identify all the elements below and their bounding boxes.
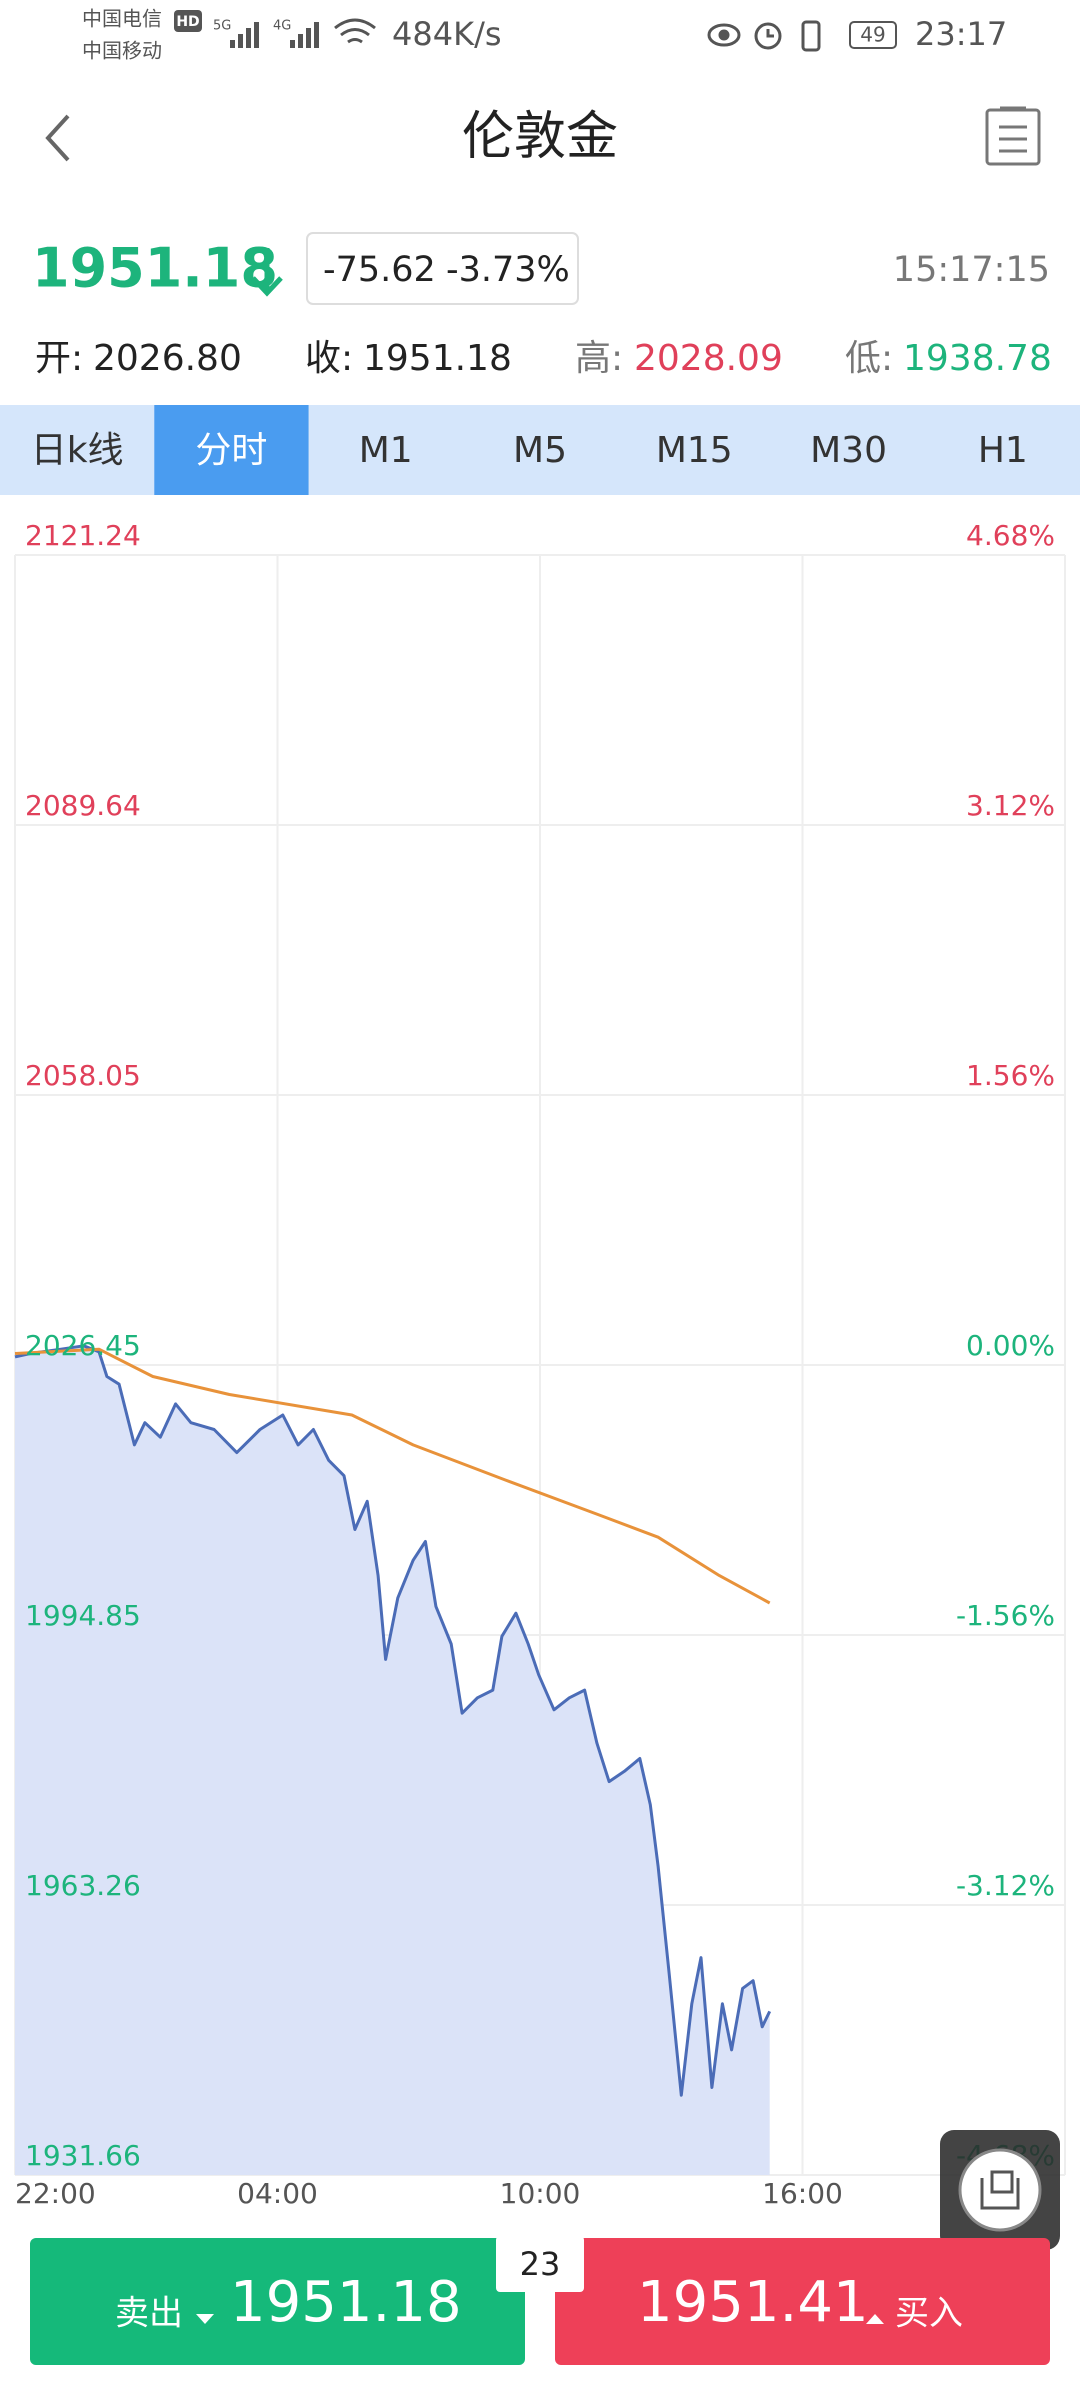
tab[interactable]: 分时 — [195, 430, 267, 471]
y2-tick-label: -3.12% — [956, 1869, 1055, 1902]
close-value: 1951.18 — [363, 338, 512, 379]
signal-label: 5G — [213, 19, 231, 34]
spread: 23 — [520, 2245, 561, 2283]
price-line — [14, 1344, 772, 2097]
y2-tick-label: 1.56% — [966, 1059, 1055, 1092]
x-tick-label: 10:00 — [500, 2177, 581, 2210]
page-title: 伦敦金 — [462, 107, 618, 167]
tab[interactable]: M5 — [513, 430, 567, 471]
battery — [849, 21, 897, 49]
sell-label: 卖出 — [115, 2294, 183, 2334]
sell-button[interactable] — [30, 2238, 525, 2365]
signal-icon — [290, 22, 319, 48]
change-pct: -3.73% — [446, 250, 570, 290]
float-icon — [958, 2148, 1042, 2232]
tabs: 日k线 分时 M1 M5 M15 M30 H1 — [31, 405, 1028, 495]
signal-label: 4G — [273, 19, 291, 34]
y-tick-label: 2026.45 — [25, 1329, 141, 1362]
close-label: 收: — [305, 338, 353, 379]
quote-time: 15:17:15 — [893, 250, 1050, 290]
tab[interactable]: M30 — [810, 430, 887, 471]
spread-box — [496, 2236, 584, 2292]
low-label: 低: — [845, 338, 893, 379]
tab[interactable]: M1 — [359, 430, 413, 471]
buy-price: 1951.41 — [637, 2270, 869, 2335]
hd-label: HD — [176, 14, 199, 30]
open-value: 2026.80 — [93, 338, 242, 379]
menu-button[interactable] — [985, 106, 1041, 166]
wifi-icon — [334, 18, 376, 44]
sell-arrow — [196, 2314, 214, 2324]
hd-badge — [174, 10, 202, 32]
high-label: 高: — [575, 338, 623, 379]
y-tick-label: 2058.05 — [25, 1059, 141, 1092]
y2-tick-label: 4.68% — [966, 519, 1055, 552]
change-box — [306, 232, 579, 305]
carrier: 中国电信 — [82, 7, 162, 31]
buy-arrow — [866, 2314, 884, 2324]
battery-level: 49 — [860, 23, 885, 47]
x-tick-label: 04:00 — [237, 2177, 318, 2210]
tab-active — [154, 405, 309, 495]
net-speed: 484K/s — [392, 15, 502, 53]
sell-price: 1951.18 — [230, 2270, 462, 2335]
high-value: 2028.09 — [634, 338, 783, 379]
y2-tick-label: 0.00% — [966, 1329, 1055, 1362]
down-arrow — [251, 248, 283, 297]
low-value: 1938.78 — [903, 338, 1052, 379]
clock: 23:17 — [915, 15, 1007, 53]
price-area — [15, 1345, 770, 2175]
buy-button[interactable] — [555, 2238, 1050, 2365]
y-tick-label: 1931.66 — [25, 2139, 141, 2172]
status-icons — [707, 20, 821, 52]
average-line — [14, 1347, 771, 1605]
y-tick-label: 1994.85 — [25, 1599, 141, 1632]
change: -75.62 — [323, 250, 436, 290]
y2-tick-label: 3.12% — [966, 789, 1055, 822]
y2-tick-label: -1.56% — [956, 1599, 1055, 1632]
y-tick-label: 2121.24 — [25, 519, 141, 552]
float-icon-glyph — [980, 2170, 1020, 2210]
last-price: 1951.18 — [32, 237, 278, 300]
signal-icon — [230, 22, 259, 48]
back-button[interactable] — [45, 114, 70, 162]
tab[interactable]: M15 — [656, 430, 733, 471]
y-tick-label: 2089.64 — [25, 789, 141, 822]
x-tick-label: 16:00 — [762, 2177, 843, 2210]
carrier: 中国移动 — [82, 39, 162, 63]
x-tick-label: 22:00 — [15, 2177, 96, 2210]
y-tick-label: 1963.26 — [25, 1869, 141, 1902]
buy-label: 买入 — [895, 2294, 963, 2334]
tab[interactable]: 日k线 — [31, 430, 124, 471]
tab[interactable]: H1 — [978, 430, 1028, 471]
open-label: 开: — [35, 338, 83, 379]
